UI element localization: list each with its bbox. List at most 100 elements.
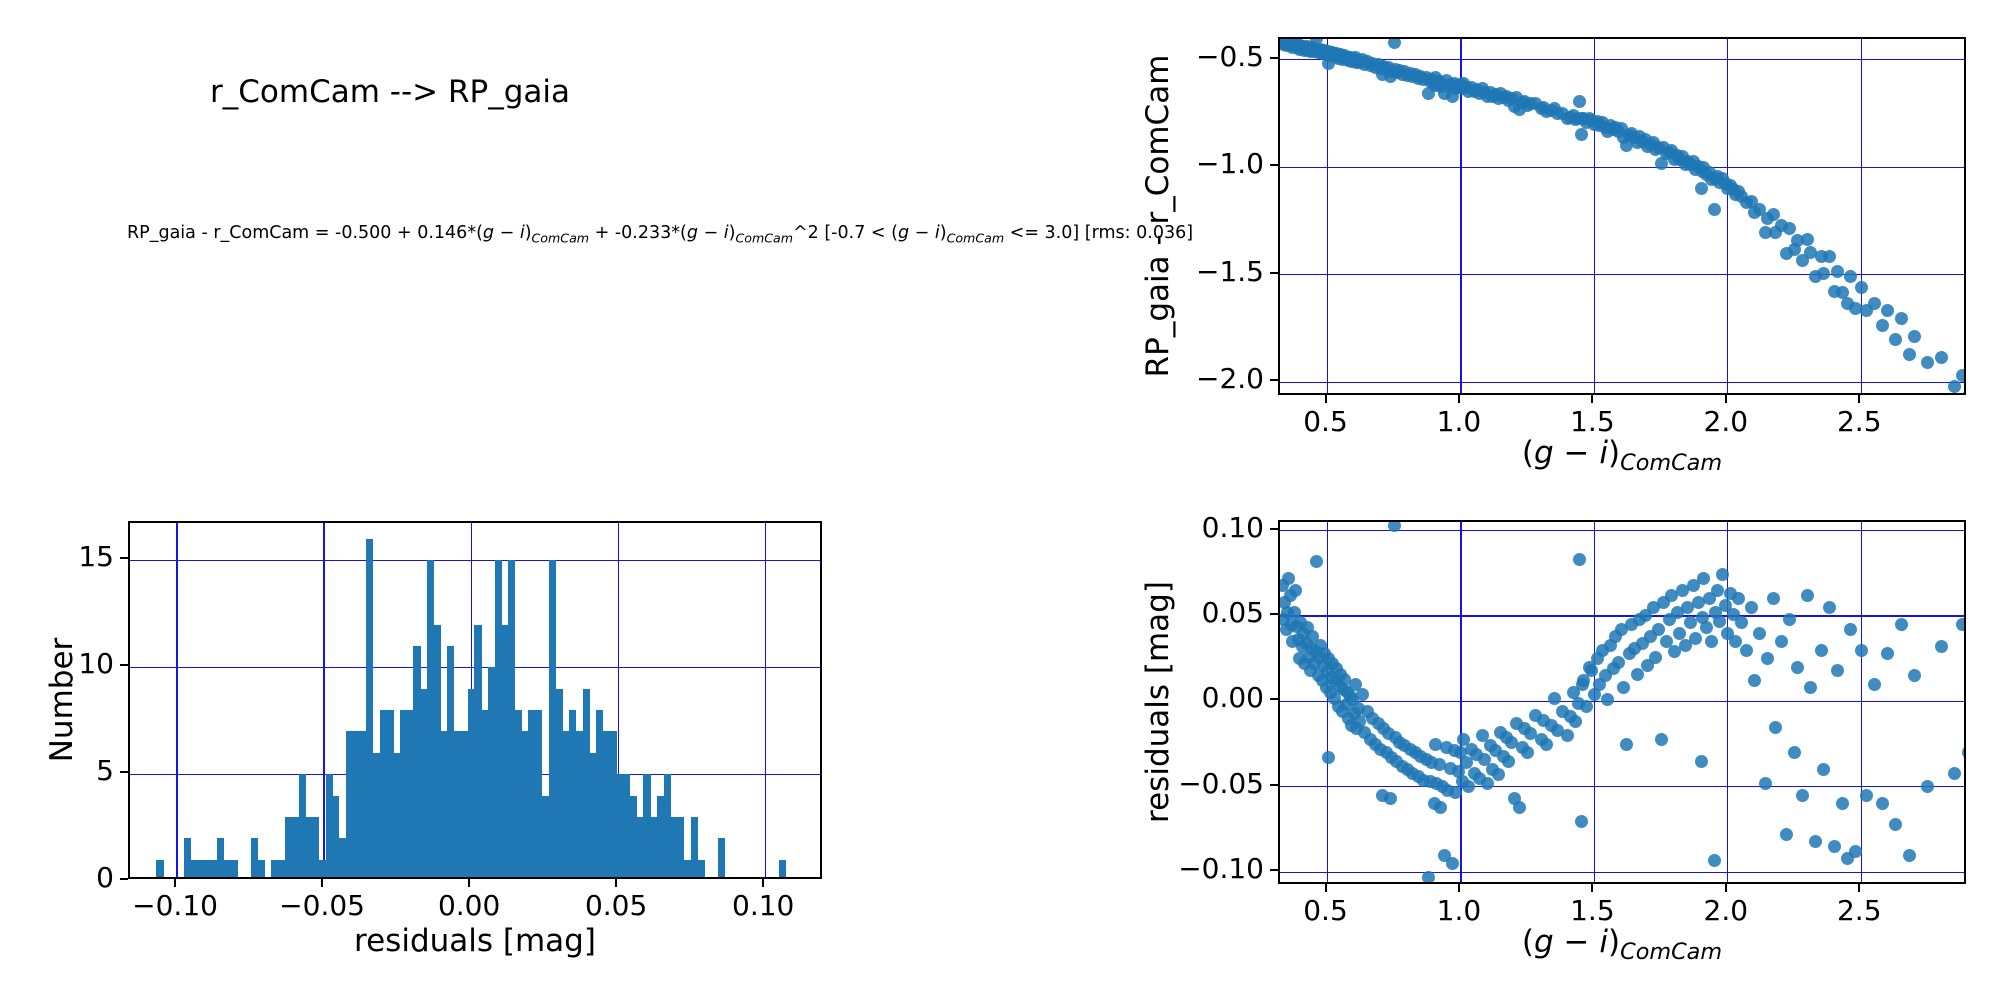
data-point xyxy=(1801,588,1815,602)
data-point xyxy=(1934,351,1948,365)
grid-line-vertical xyxy=(1593,39,1595,393)
data-point xyxy=(1387,522,1401,532)
data-point xyxy=(1715,568,1729,582)
data-point xyxy=(1574,814,1588,828)
data-point xyxy=(1353,715,1367,729)
x-tick-label: 0.00 xyxy=(437,889,501,922)
axis-tick xyxy=(1591,395,1594,403)
data-point xyxy=(1902,848,1916,862)
data-point xyxy=(1844,270,1858,284)
fit-formula: RP_gaia - r_ComCam = -0.500 + 0.146*(g −… xyxy=(127,223,1194,246)
data-point xyxy=(1675,583,1689,597)
data-point xyxy=(1828,840,1842,854)
histogram-bar xyxy=(325,774,333,877)
color-curve-plot: 0.5 1.0 1.5 2.0 2.5 −0.5 −1.0 −1.5 −2.0 RP_gaia -… xyxy=(1140,37,1966,476)
data-point xyxy=(1836,797,1850,811)
data-point xyxy=(1830,664,1844,678)
data-point xyxy=(1280,595,1292,609)
histogram-bar xyxy=(623,774,631,877)
histogram-bar xyxy=(271,859,279,877)
histogram-bar xyxy=(609,731,617,877)
data-point xyxy=(1894,312,1908,326)
histogram-bar xyxy=(312,816,320,877)
axis-tick xyxy=(1324,884,1327,892)
data-point xyxy=(1601,693,1615,707)
grid-line-horizontal xyxy=(1280,786,1964,788)
data-point xyxy=(1782,222,1796,236)
data-point xyxy=(1956,368,1964,382)
grid-line-horizontal xyxy=(1280,59,1964,61)
data-point xyxy=(1539,737,1553,751)
data-point xyxy=(1758,776,1772,790)
data-point xyxy=(1681,600,1695,614)
histogram-bar xyxy=(643,774,651,877)
data-point xyxy=(1921,780,1935,794)
data-point xyxy=(1934,640,1948,654)
y-axis-label: Number xyxy=(44,637,80,763)
histogram-bar xyxy=(372,752,381,877)
histogram-bar xyxy=(224,859,232,877)
axis-tick xyxy=(174,879,177,887)
histogram-bar xyxy=(589,752,597,877)
data-point xyxy=(1713,614,1727,628)
data-point xyxy=(1310,39,1324,45)
data-point xyxy=(1908,669,1922,683)
axis-tick xyxy=(1270,612,1278,615)
plot-area xyxy=(128,521,822,879)
data-point xyxy=(1505,735,1519,749)
data-point xyxy=(1876,797,1890,811)
histogram-bar xyxy=(318,859,326,877)
histogram-bar xyxy=(305,816,313,877)
data-point xyxy=(1667,645,1681,659)
data-point xyxy=(1961,389,1964,393)
data-point xyxy=(1817,266,1831,280)
data-point xyxy=(1694,754,1708,768)
histogram-bar xyxy=(352,731,360,877)
data-point xyxy=(1638,609,1652,623)
data-point xyxy=(1462,780,1476,794)
data-point xyxy=(1651,623,1665,637)
data-point xyxy=(1550,723,1564,737)
y-tick-label: 0.00 xyxy=(1201,681,1264,715)
data-point xyxy=(1478,753,1492,767)
data-point xyxy=(1745,600,1759,614)
data-point xyxy=(1868,677,1882,691)
data-point xyxy=(1766,592,1780,606)
data-point xyxy=(1280,612,1290,626)
histogram-bar xyxy=(481,710,489,877)
x-tick-label: 0.05 xyxy=(584,889,648,922)
histogram-bar xyxy=(514,710,523,877)
data-point xyxy=(1881,647,1895,661)
histogram-bar xyxy=(548,560,556,877)
histogram-bar xyxy=(291,816,299,877)
data-point xyxy=(1739,643,1753,657)
data-point xyxy=(1646,600,1660,614)
x-tick-label: 1.0 xyxy=(1436,894,1482,927)
grid-line-horizontal xyxy=(1280,871,1964,873)
data-point xyxy=(1614,623,1628,637)
data-point xyxy=(1649,650,1663,664)
data-point xyxy=(1691,595,1705,609)
histogram-bar xyxy=(257,859,266,877)
data-point xyxy=(1830,264,1844,278)
histogram-bar xyxy=(521,731,529,877)
histogram-bar xyxy=(569,710,577,877)
residuals-histogram-plot: −0.10 −0.05 0.00 0.05 0.10 0 5 10 15 Number residu… xyxy=(44,521,822,959)
data-point xyxy=(1481,776,1495,790)
data-point xyxy=(1678,638,1692,652)
data-point xyxy=(1790,233,1804,247)
data-point xyxy=(1434,800,1448,814)
residuals-scatter-plot: 0.5 1.0 1.5 2.0 2.5 0.10 0.05 0.00 −0.05 −0.10 res… xyxy=(1140,511,1966,965)
grid-line-vertical xyxy=(1727,39,1729,393)
data-point xyxy=(1280,578,1289,592)
y-tick-label: 0.10 xyxy=(1201,510,1264,544)
data-point xyxy=(1566,686,1580,700)
data-point xyxy=(1868,296,1882,310)
x-tick-label: 2.0 xyxy=(1703,405,1749,438)
histogram-bar xyxy=(190,859,198,877)
data-point xyxy=(1547,691,1561,705)
x-tick-label: 2.5 xyxy=(1836,405,1882,438)
data-point xyxy=(1611,655,1625,669)
histogram-bar xyxy=(602,731,611,877)
data-point xyxy=(1673,626,1687,640)
